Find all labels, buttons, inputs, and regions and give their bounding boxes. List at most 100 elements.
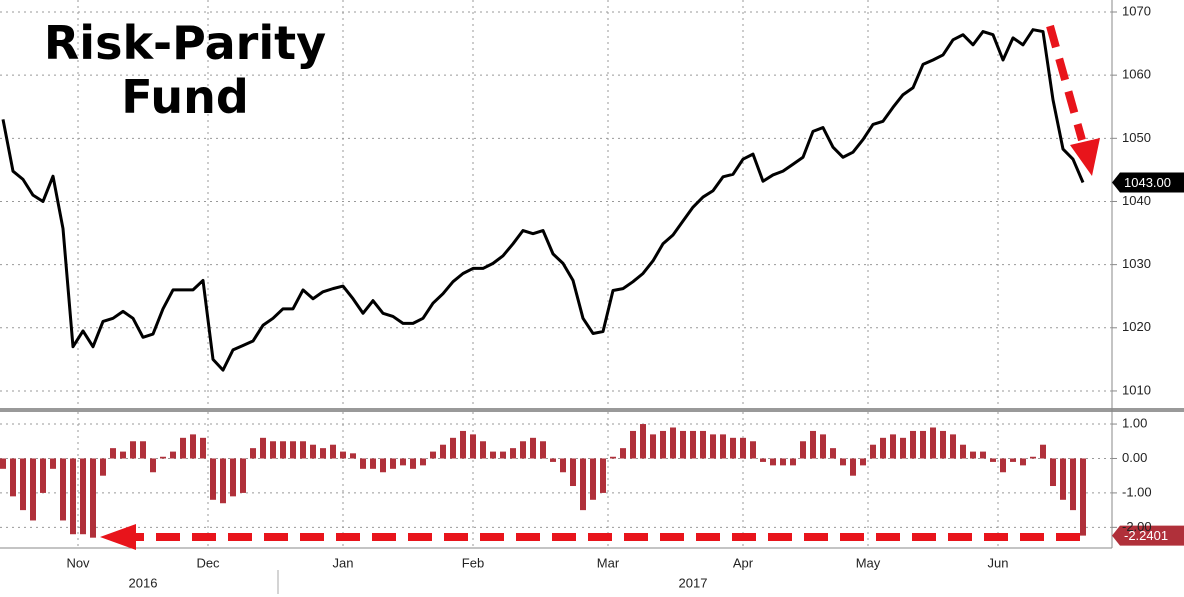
bar <box>170 451 176 459</box>
x-tick-label: Jun <box>988 555 1009 570</box>
bar <box>380 458 386 473</box>
line <box>1 28 1085 372</box>
bar <box>870 444 876 459</box>
bar <box>930 427 936 459</box>
bar <box>100 458 106 476</box>
bar <box>560 458 566 473</box>
bar <box>440 444 446 459</box>
arrow-down-shaft <box>1046 24 1086 142</box>
bar <box>190 434 196 459</box>
bar <box>40 458 46 493</box>
bar <box>1060 458 1066 500</box>
bar <box>830 448 836 459</box>
bar <box>720 434 726 459</box>
bar <box>230 458 236 497</box>
bar <box>70 458 76 535</box>
year-label: 2016 <box>129 575 158 590</box>
bar <box>600 458 606 493</box>
bar <box>130 441 136 459</box>
bar <box>290 441 296 459</box>
marks <box>0 28 1184 546</box>
bar <box>780 458 786 466</box>
arrow-left-head <box>100 524 136 550</box>
bar <box>250 448 256 459</box>
bar <box>160 456 166 459</box>
bar <box>700 430 706 459</box>
arrow-down-head <box>1070 138 1100 176</box>
y-tick-label: 1070 <box>1122 3 1151 18</box>
y-tick-label: -2.00 <box>1122 519 1152 534</box>
bar <box>360 458 366 469</box>
last-value-label: -2.2401 <box>1124 528 1168 543</box>
bar <box>260 437 266 459</box>
bar <box>540 441 546 459</box>
bar <box>1040 444 1046 459</box>
bar <box>320 448 326 459</box>
y-tick-label: 1010 <box>1122 382 1151 397</box>
bar <box>910 430 916 459</box>
year-label: 2017 <box>679 575 708 590</box>
x-tick-label: Dec <box>196 555 220 570</box>
bar <box>410 458 416 469</box>
bar <box>90 458 96 538</box>
x-tick-label: Nov <box>66 555 90 570</box>
bar <box>800 441 806 459</box>
bar <box>740 437 746 459</box>
y-tick-label: 1050 <box>1122 130 1151 145</box>
bar <box>200 437 206 459</box>
bar <box>480 441 486 459</box>
bar <box>1050 458 1056 487</box>
bar <box>500 451 506 459</box>
bar <box>950 434 956 459</box>
bar <box>340 451 346 459</box>
bar <box>180 437 186 459</box>
last-value-box <box>1112 525 1184 546</box>
bar <box>80 458 86 535</box>
bar <box>400 458 406 466</box>
bar <box>650 434 656 459</box>
bar <box>890 434 896 459</box>
last-value-box <box>1112 172 1184 193</box>
bar <box>300 441 306 459</box>
bar <box>330 444 336 459</box>
bar <box>1030 456 1036 459</box>
y-tick-label: 1030 <box>1122 256 1151 271</box>
bar <box>690 430 696 459</box>
bar <box>960 444 966 459</box>
bar <box>570 458 576 487</box>
x-tick-label: May <box>856 555 881 570</box>
bar <box>240 458 246 493</box>
bar <box>370 458 376 469</box>
bar <box>0 458 6 469</box>
bar <box>10 458 16 497</box>
bar <box>640 424 646 459</box>
y-tick-label: 1020 <box>1122 319 1151 334</box>
bar <box>50 458 56 469</box>
bar <box>1080 458 1086 536</box>
bar <box>310 444 316 459</box>
bar <box>550 458 556 462</box>
bar <box>590 458 596 500</box>
bar <box>750 441 756 459</box>
bar <box>920 430 926 459</box>
chart-title: Risk-Parity Fund <box>43 16 327 124</box>
bar <box>670 427 676 459</box>
bar <box>510 448 516 459</box>
bar <box>710 434 716 459</box>
bar <box>790 458 796 466</box>
bar <box>990 458 996 462</box>
y-tick-label: 1.00 <box>1122 415 1147 430</box>
last-value-label: 1043.00 <box>1124 175 1171 190</box>
bar <box>840 458 846 466</box>
bar <box>850 458 856 476</box>
bar <box>620 448 626 459</box>
bar <box>110 448 116 459</box>
x-tick-label: Mar <box>597 555 620 570</box>
bar <box>210 458 216 500</box>
bar <box>430 451 436 459</box>
bar <box>60 458 66 521</box>
bar <box>880 437 886 459</box>
y-tick-label: 0.00 <box>1122 450 1147 465</box>
